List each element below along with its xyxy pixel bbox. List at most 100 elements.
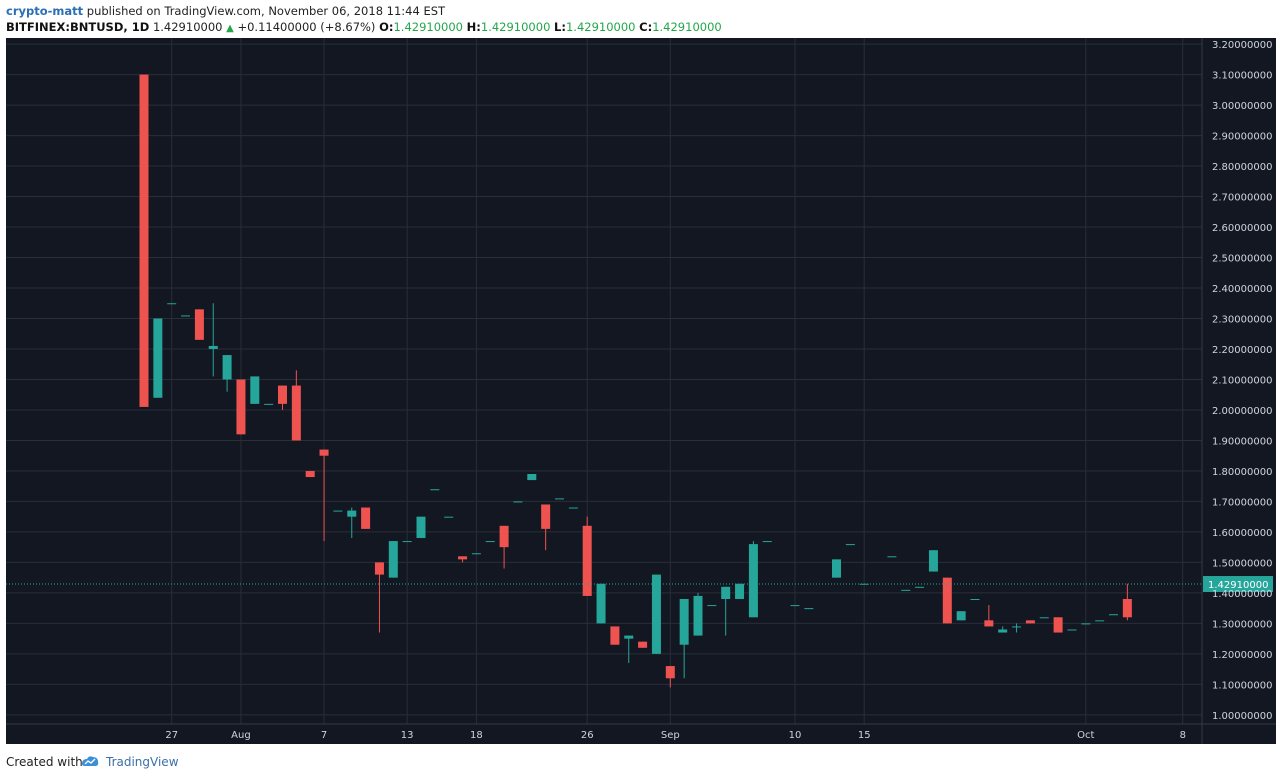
candlestick-chart[interactable]: 1.42910000 1.00000000 1.10000000 1.2000000… [6, 38, 1276, 744]
candle [471, 553, 481, 555]
candle [1081, 623, 1091, 625]
candle [430, 489, 440, 491]
candle [1039, 617, 1049, 619]
candle-body [748, 544, 758, 618]
candle-body [610, 626, 620, 645]
candle [1012, 623, 1022, 633]
candle-body [527, 473, 537, 481]
candle [167, 303, 177, 305]
candle [305, 470, 315, 478]
candle-body [845, 544, 855, 546]
tradingview-brand[interactable]: TradingView [106, 755, 179, 769]
last-price-value: 1.42910000 [152, 20, 223, 34]
candle-body [333, 510, 343, 512]
candle [291, 370, 301, 441]
up-arrow-icon: ▲ [226, 23, 234, 34]
candle-body [499, 525, 509, 548]
candle-body [956, 611, 966, 621]
candle [956, 611, 966, 621]
candle-body [679, 598, 689, 645]
candle [1053, 617, 1063, 633]
chart-area[interactable]: 1.42910000 1.00000000 1.10000000 1.2000000… [6, 38, 1276, 744]
candle [388, 541, 398, 578]
candle [153, 318, 163, 398]
x-tick-label: 18 [470, 730, 483, 741]
time-axis[interactable]: 27Aug7131826Sep1015Oct819Nov12 [6, 723, 1276, 741]
candle-body [1081, 623, 1091, 625]
last-price-tag [1203, 576, 1273, 593]
candle-body [998, 629, 1008, 633]
candle [998, 626, 1008, 633]
candle [1109, 614, 1118, 616]
candle [582, 516, 592, 596]
candle [222, 355, 232, 392]
candle [942, 577, 952, 624]
x-tick-label: 27 [165, 730, 178, 741]
candle-body [458, 556, 468, 560]
y-tick-label: 2.80000000 [1212, 162, 1272, 173]
x-tick-label: 13 [401, 730, 414, 741]
candle [832, 559, 841, 578]
open-value: 1.42910000 [393, 20, 463, 34]
y-tick-label: 2.60000000 [1212, 223, 1272, 234]
price-axis[interactable]: 1.00000000 1.10000000 1.20000000 1.30000000… [1201, 38, 1272, 744]
created-with-text: Created with [6, 755, 83, 769]
candle-body [347, 510, 357, 517]
candle-body [1012, 626, 1022, 628]
candle [541, 504, 551, 551]
author-link[interactable]: crypto-matt [6, 4, 84, 18]
chart-header: crypto-matt published on TradingView.com… [0, 0, 1280, 38]
candle-body [887, 556, 897, 558]
candle-body [278, 385, 287, 404]
candle-body [693, 595, 703, 636]
candle-body [638, 641, 648, 648]
candle [458, 556, 468, 563]
symbol-label[interactable]: BITFINEX:BNTUSD, 1D [6, 20, 150, 34]
x-tick-label: 10 [789, 730, 802, 741]
y-tick-label: 1.50000000 [1212, 558, 1272, 569]
candle [901, 589, 911, 591]
x-tick-label: Sep [661, 730, 680, 741]
candle-body [291, 385, 301, 441]
candle [319, 449, 329, 542]
candle [374, 562, 384, 633]
x-tick-label: Oct [1077, 730, 1094, 741]
candle [915, 586, 925, 588]
candle [693, 592, 703, 636]
close-value: 1.42910000 [652, 20, 722, 34]
candle-body [762, 541, 772, 543]
candle-body [402, 541, 412, 543]
candle-body [582, 525, 592, 596]
chart-background [6, 38, 1276, 744]
candle [610, 626, 620, 645]
candle-body [153, 318, 163, 398]
last-price-tag-label: 1.42910000 [1208, 580, 1268, 591]
low-value: 1.42910000 [565, 20, 636, 34]
candle [887, 556, 897, 558]
candle-body [1109, 614, 1118, 616]
candle [444, 516, 454, 518]
candle [499, 525, 509, 569]
candle [651, 574, 661, 654]
tradingview-cloud-icon[interactable] [80, 753, 100, 769]
candle-body [915, 586, 925, 588]
candle-body [485, 541, 495, 543]
y-tick-label: 1.30000000 [1212, 619, 1272, 630]
candle [707, 605, 717, 607]
low-label: L: [554, 20, 566, 34]
candle-body [250, 376, 260, 404]
candle-body [624, 635, 634, 639]
candle-body [305, 470, 315, 478]
candle-body [735, 583, 745, 599]
x-tick-label: 7 [321, 730, 327, 741]
candle [527, 473, 537, 481]
candle-body [1025, 620, 1035, 624]
candle-body [1122, 598, 1132, 618]
candle [748, 541, 758, 618]
candle [555, 498, 564, 500]
candle [485, 541, 495, 543]
last-price-line: 1.42910000 [6, 576, 1273, 593]
candle-body [596, 583, 606, 624]
candle [208, 303, 218, 377]
y-tick-label: 1.70000000 [1212, 497, 1272, 508]
